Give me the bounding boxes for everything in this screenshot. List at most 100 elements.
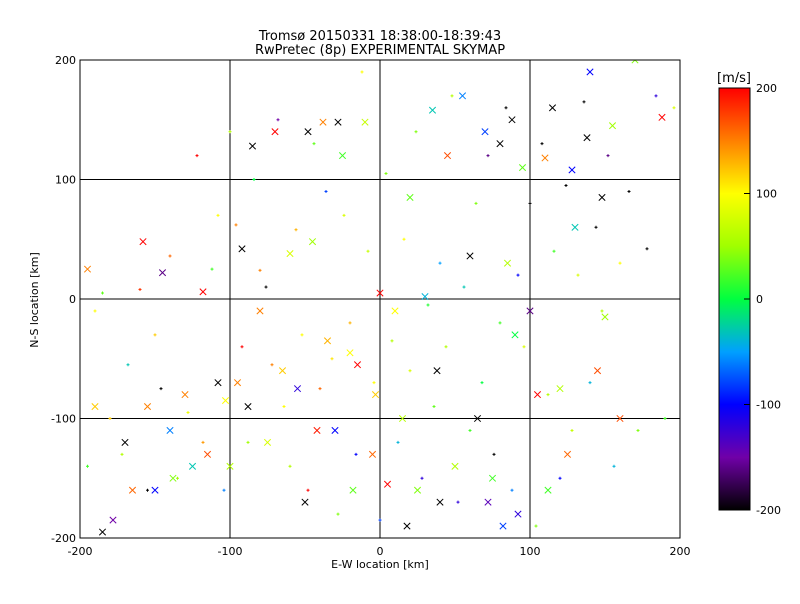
scatter-point-plus: [594, 225, 598, 229]
scatter-point-x: [308, 238, 317, 246]
scatter-point-plus: [276, 118, 280, 122]
scatter-point-x: [346, 349, 354, 357]
scatter-point-plus: [93, 309, 97, 313]
scatter-point-x: [511, 331, 519, 339]
scatter-point-x: [301, 498, 309, 506]
scatter-point-plus: [101, 291, 104, 295]
scatter-point-x: [109, 516, 117, 524]
scatter-point-x: [371, 391, 380, 399]
scatter-point-x: [263, 438, 272, 446]
y-tick-label: 0: [69, 293, 76, 306]
scatter-point-x: [226, 462, 234, 470]
scatter-point-plus: [546, 393, 550, 397]
colorbar-tick-label: -100: [756, 399, 781, 412]
scatter-point-plus: [462, 285, 466, 289]
scatter-point-plus: [492, 452, 496, 456]
scatter-point-plus: [582, 100, 586, 104]
scatter-point-plus: [486, 154, 490, 158]
scatter-point-plus: [564, 183, 568, 187]
scatter-point-x: [391, 307, 399, 315]
scatter-point-x: [586, 68, 594, 76]
scatter-point-x: [233, 379, 242, 387]
scatter-point-plus: [186, 411, 190, 415]
colorbar-tick-label: -200: [756, 504, 781, 517]
scatter-point-plus: [354, 452, 358, 456]
scatter-point-x: [488, 474, 497, 482]
scatter-point-x: [368, 450, 377, 458]
scatter-point-plus: [210, 267, 214, 271]
scatter-point-x: [128, 486, 137, 494]
scatter-point-x: [376, 289, 384, 297]
scatter-point-plus: [480, 381, 484, 385]
scatter-point-x: [544, 486, 552, 494]
scatter-point-x: [533, 391, 542, 399]
scatter-point-x: [403, 522, 411, 530]
scatter-point-x: [338, 152, 347, 160]
scatter-point-plus: [600, 309, 604, 313]
scatter-point-x: [238, 245, 246, 253]
colorbar-label: [m/s]: [717, 71, 751, 86]
scatter-point-plus: [168, 254, 172, 258]
scatter-point-x: [139, 238, 147, 246]
scatter-point-x: [514, 510, 522, 518]
scatter-point-plus: [336, 512, 340, 516]
scatter-point-x: [593, 367, 602, 375]
scatter-point-x: [598, 193, 606, 201]
scatter-point-x: [214, 379, 222, 387]
scatter-point-x: [499, 522, 507, 530]
scatter-point-plus: [312, 142, 316, 146]
x-ticks: -200 -100 0 100 200: [68, 60, 691, 558]
scatter-point-plus: [618, 261, 622, 265]
scatter-point-x: [608, 122, 617, 130]
grid-lines: [80, 60, 680, 538]
scatter-point-plus: [663, 417, 667, 420]
scatter-point-plus: [120, 452, 124, 456]
scatter-point-plus: [384, 172, 388, 176]
scatter-point-plus: [176, 476, 179, 480]
scatter-point-x: [658, 113, 666, 121]
scatter-point-x: [143, 402, 152, 411]
scatter-point-x: [98, 528, 107, 536]
x-tick-label: 200: [670, 545, 691, 558]
scatter-point-plus: [240, 345, 244, 349]
scatter-point-plus: [576, 273, 580, 277]
y-ticks: -200 -100 0 100 200: [51, 54, 680, 545]
scatter-point-x: [353, 361, 362, 369]
scatter-point-plus: [414, 130, 418, 134]
scatter-point-x: [508, 116, 516, 124]
scatter-point-x: [556, 385, 564, 393]
scatter-point-plus: [504, 106, 508, 110]
scatter-point-plus: [672, 106, 676, 110]
scatter-point-x: [568, 166, 576, 174]
scatter-point-plus: [588, 381, 592, 385]
scatter-point-x: [473, 414, 482, 423]
scatter-point-plus: [444, 345, 448, 349]
scatter-point-plus: [636, 428, 640, 432]
scatter-point-x: [331, 426, 339, 435]
scatter-point-plus: [300, 333, 304, 337]
scatter-point-x: [451, 462, 459, 470]
scatter-points: [83, 60, 676, 536]
scatter-point-x: [548, 104, 557, 112]
scatter-point-plus: [216, 213, 220, 217]
scatter-point-plus: [366, 249, 370, 253]
scatter-point-x: [203, 450, 212, 458]
scatter-point-x: [256, 307, 264, 315]
scatter-point-plus: [159, 387, 163, 391]
scatter-point-plus: [522, 345, 526, 349]
scatter-point-x: [304, 128, 312, 136]
scatter-point-plus: [552, 249, 556, 253]
scatter-point-plus: [153, 333, 157, 337]
scatter-point-x: [616, 414, 624, 423]
colorbar-ticks: 200 100 0 -100 -200: [744, 82, 781, 517]
scatter-point-x: [166, 426, 174, 435]
scatter-point-x: [169, 474, 177, 482]
scatter-point-x: [526, 307, 534, 315]
scatter-point-x: [83, 265, 92, 273]
scatter-point-plus: [558, 476, 562, 480]
scatter-point-plus: [540, 142, 544, 146]
scatter-point-plus: [612, 464, 616, 468]
scatter-point-plus: [498, 321, 502, 325]
